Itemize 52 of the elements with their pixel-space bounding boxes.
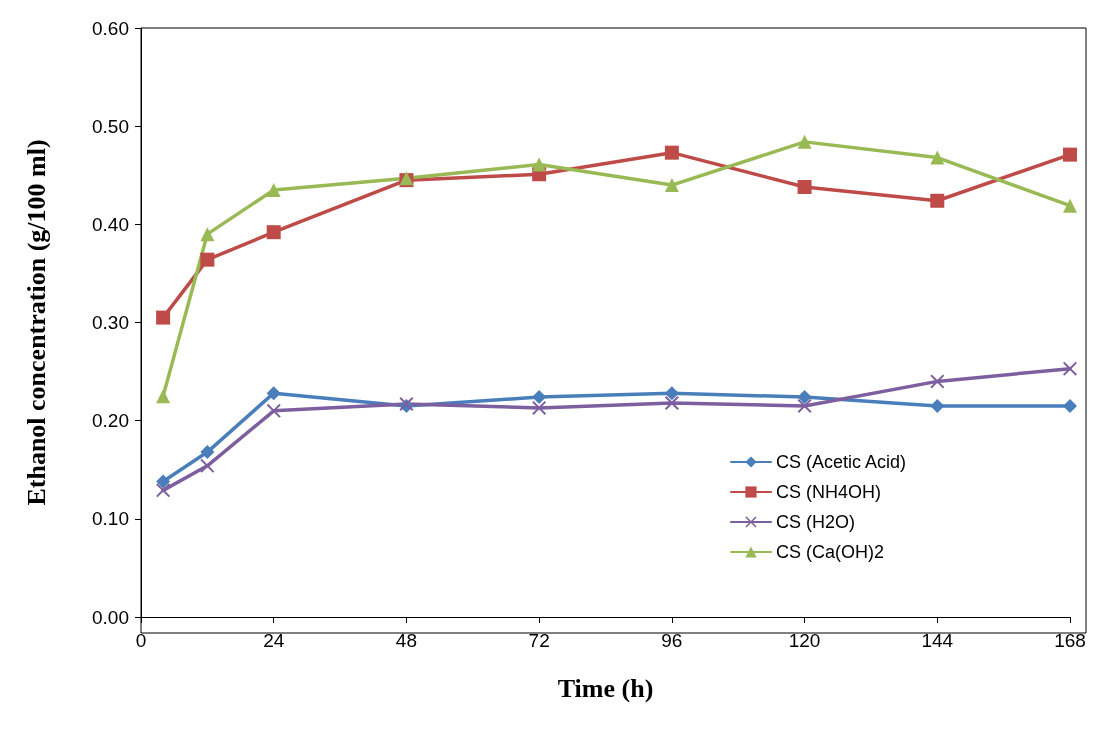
point xyxy=(1063,398,1077,413)
point xyxy=(797,390,812,405)
point xyxy=(156,310,171,325)
point xyxy=(532,400,547,415)
legend-label: CS (Ca(OH)2 xyxy=(775,542,884,562)
point xyxy=(156,483,171,498)
legend-label: CS (H2O) xyxy=(775,512,855,532)
y-tick-label: 0.40 xyxy=(92,213,129,235)
point xyxy=(930,398,945,413)
y-tick-label: 0.00 xyxy=(92,606,129,628)
x-axis-title: Time (h) xyxy=(557,673,654,703)
point xyxy=(797,180,812,195)
point xyxy=(797,134,812,149)
x-tick-label: 168 xyxy=(1054,630,1086,651)
point xyxy=(156,389,171,404)
point xyxy=(266,225,281,240)
legend-label: CS (Acetic Acid) xyxy=(775,452,907,472)
y-tick-label: 0.60 xyxy=(92,17,129,39)
x-tick-label: 48 xyxy=(395,630,417,651)
x-tick-label: 120 xyxy=(788,630,821,651)
point xyxy=(664,178,679,193)
point xyxy=(266,182,281,197)
point xyxy=(200,227,215,242)
x-tick-label: 96 xyxy=(661,630,683,651)
x-tick-label: 24 xyxy=(263,630,285,651)
point xyxy=(930,193,945,208)
point xyxy=(930,150,945,165)
point xyxy=(664,145,679,160)
point xyxy=(266,403,281,418)
point xyxy=(1063,361,1077,376)
point xyxy=(664,396,679,410)
y-tick-label: 0.20 xyxy=(92,410,129,432)
x-tick-label: 0 xyxy=(135,630,147,651)
point xyxy=(1063,198,1077,213)
point xyxy=(200,445,215,460)
point xyxy=(532,390,547,405)
point xyxy=(930,374,945,389)
point xyxy=(266,386,281,401)
legend-label: CS (NH4OH) xyxy=(775,482,881,502)
y-tick-label: 0.30 xyxy=(92,312,129,333)
point xyxy=(532,157,547,172)
y-axis-title: Ethanol concentration (g/100 ml) xyxy=(21,139,51,506)
y-tick-label: 0.50 xyxy=(92,115,129,137)
point xyxy=(200,252,215,267)
point xyxy=(664,386,679,401)
y-tick-label: 0.10 xyxy=(92,508,129,530)
x-tick-label: 72 xyxy=(528,630,550,651)
point xyxy=(797,398,812,413)
x-tick-label: 144 xyxy=(921,630,954,651)
point xyxy=(156,474,171,489)
point xyxy=(200,458,215,473)
point xyxy=(1063,147,1077,162)
